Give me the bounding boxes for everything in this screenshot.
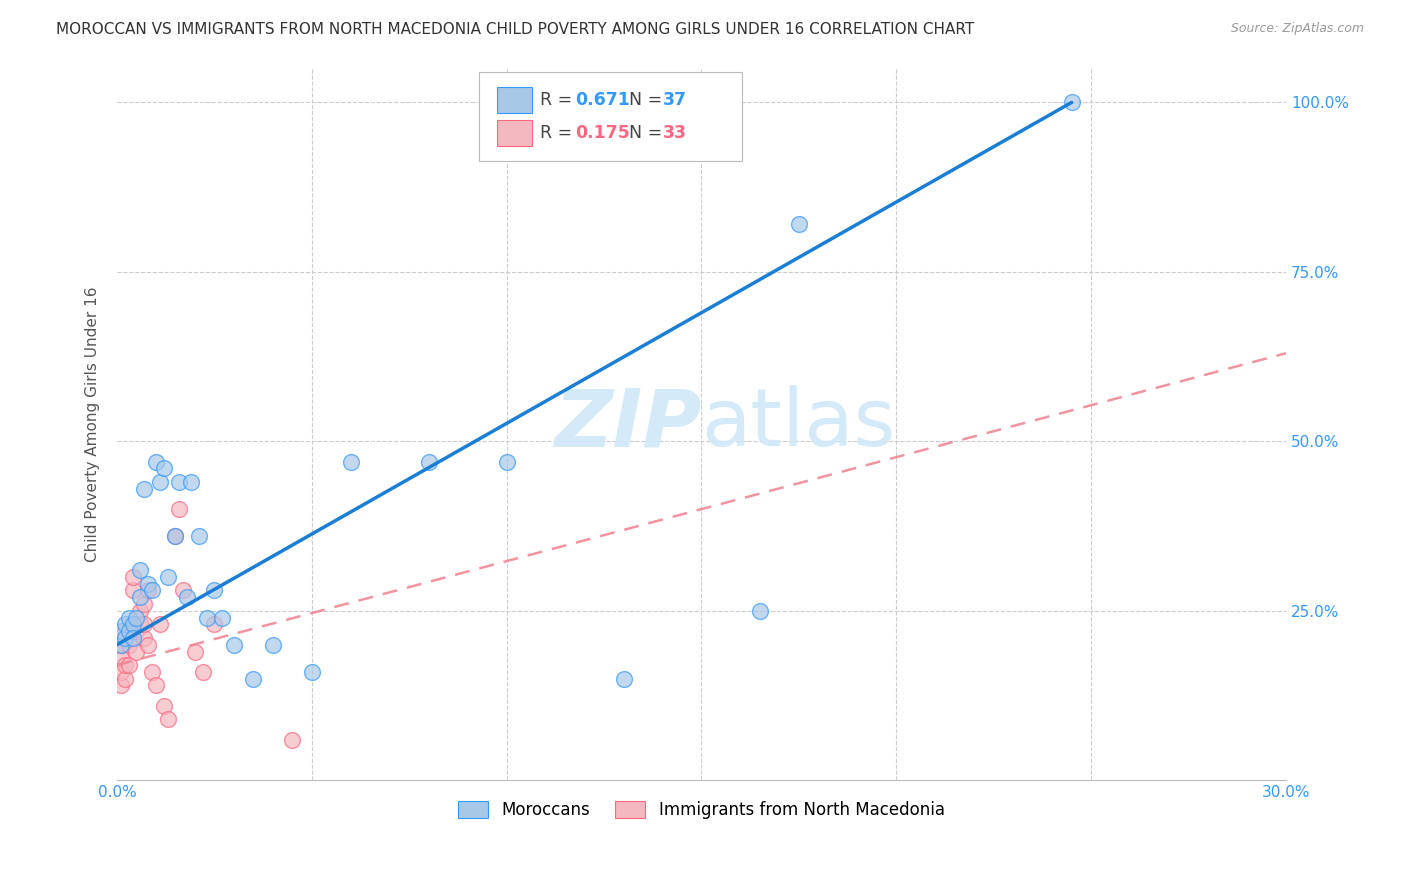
Point — [125, 624, 148, 639]
Point — [195, 610, 218, 624]
Point — [110, 678, 132, 692]
Point — [110, 665, 132, 679]
FancyBboxPatch shape — [496, 120, 531, 146]
Point — [156, 570, 179, 584]
Text: MOROCCAN VS IMMIGRANTS FROM NORTH MACEDONIA CHILD POVERTY AMONG GIRLS UNDER 16 C: MOROCCAN VS IMMIGRANTS FROM NORTH MACEDO… — [56, 22, 974, 37]
Point — [110, 651, 132, 665]
Point — [202, 617, 225, 632]
Point — [114, 672, 136, 686]
Point — [121, 583, 143, 598]
Point — [145, 678, 167, 692]
Text: 37: 37 — [662, 91, 688, 109]
Point — [187, 529, 209, 543]
Text: atlas: atlas — [702, 385, 896, 464]
Point — [110, 624, 132, 639]
Point — [787, 218, 810, 232]
Point — [121, 617, 143, 632]
Point — [152, 461, 174, 475]
Point — [114, 624, 136, 639]
Point — [121, 570, 143, 584]
Text: 0.671: 0.671 — [575, 91, 630, 109]
Point — [125, 610, 148, 624]
Point — [176, 591, 198, 605]
Point — [145, 455, 167, 469]
Text: Source: ZipAtlas.com: Source: ZipAtlas.com — [1230, 22, 1364, 36]
Point — [202, 583, 225, 598]
Point — [129, 617, 152, 632]
Point — [134, 597, 156, 611]
Point — [180, 475, 202, 489]
Point — [748, 604, 770, 618]
Point — [191, 665, 214, 679]
Y-axis label: Child Poverty Among Girls Under 16: Child Poverty Among Girls Under 16 — [86, 286, 100, 562]
Point — [339, 455, 361, 469]
Point — [121, 631, 143, 645]
Point — [262, 638, 284, 652]
Point — [156, 712, 179, 726]
Point — [165, 529, 187, 543]
Point — [114, 631, 136, 645]
Point — [165, 529, 187, 543]
Point — [136, 583, 159, 598]
Point — [125, 644, 148, 658]
Point — [141, 583, 163, 598]
Point — [169, 475, 191, 489]
Point — [110, 638, 132, 652]
Text: R =: R = — [540, 124, 578, 143]
Point — [134, 617, 156, 632]
Text: 33: 33 — [662, 124, 688, 143]
Text: R =: R = — [540, 91, 578, 109]
Point — [118, 658, 141, 673]
Point — [1060, 95, 1083, 110]
Point — [281, 732, 304, 747]
Point — [169, 502, 191, 516]
Point — [141, 665, 163, 679]
FancyBboxPatch shape — [479, 72, 742, 161]
Point — [118, 624, 141, 639]
Point — [136, 638, 159, 652]
Point — [301, 665, 323, 679]
Point — [129, 604, 152, 618]
Text: N =: N = — [628, 91, 668, 109]
Point — [184, 644, 207, 658]
FancyBboxPatch shape — [496, 87, 531, 112]
Text: ZIP: ZIP — [554, 385, 702, 464]
Legend: Moroccans, Immigrants from North Macedonia: Moroccans, Immigrants from North Macedon… — [451, 794, 952, 825]
Point — [134, 482, 156, 496]
Point — [118, 610, 141, 624]
Point — [211, 610, 233, 624]
Point — [110, 638, 132, 652]
Point — [118, 624, 141, 639]
Point — [222, 638, 245, 652]
Point — [418, 455, 440, 469]
Point — [149, 475, 172, 489]
Point — [242, 672, 264, 686]
Point — [495, 455, 517, 469]
Point — [134, 631, 156, 645]
Point — [612, 672, 634, 686]
Point — [129, 563, 152, 577]
Point — [129, 591, 152, 605]
Point — [114, 658, 136, 673]
Point — [136, 576, 159, 591]
Point — [118, 638, 141, 652]
Point — [152, 698, 174, 713]
Text: 0.175: 0.175 — [575, 124, 630, 143]
Text: N =: N = — [628, 124, 668, 143]
Point — [114, 617, 136, 632]
Point — [172, 583, 194, 598]
Point — [149, 617, 172, 632]
